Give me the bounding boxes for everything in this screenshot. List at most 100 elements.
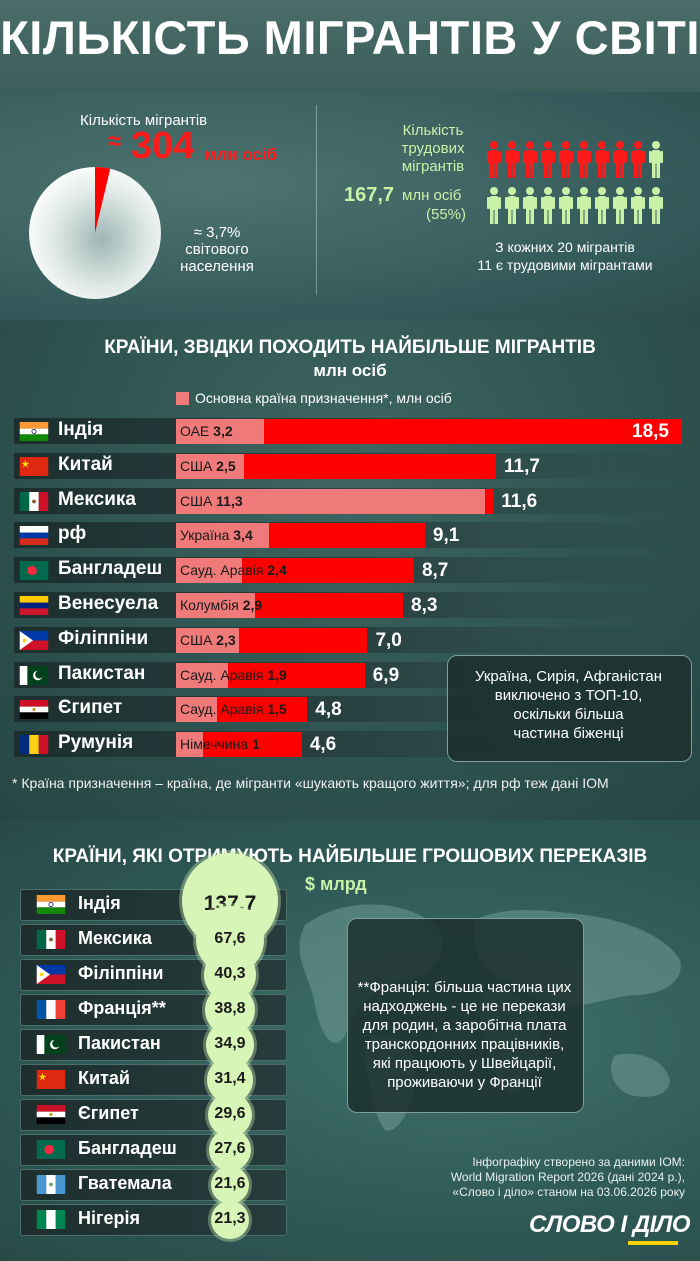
person-icon-labor <box>649 187 663 224</box>
destination-label: Німеччина 1 <box>180 736 260 752</box>
remit-country-label: Єгипет <box>78 1103 139 1123</box>
flag-icon <box>36 1000 66 1019</box>
migrants-value: 304 <box>131 125 195 167</box>
remit-note-line5: які працюють у Швейцарії, <box>372 1055 557 1072</box>
flag-icon <box>36 895 66 914</box>
migrants-approx: ≈ <box>108 128 122 155</box>
destination-label: Сауд. Аравія 1,5 <box>180 701 287 717</box>
person-icon-labor <box>595 187 609 224</box>
remit-title: КРАЇНИ, ЯКІ ОТРИМУЮТЬ НАЙБІЛЬШЕ ГРОШОВИХ… <box>52 846 648 867</box>
origin-country-label: Індія <box>58 419 104 440</box>
flag-icon <box>36 965 66 984</box>
flag-icon <box>19 561 49 580</box>
share-line2: світового <box>185 241 249 258</box>
remit-country-label: Нігерія <box>78 1208 141 1228</box>
remit-value-label: 34,9 <box>214 1035 246 1052</box>
person-icon-labor <box>541 187 555 224</box>
origin-country-label: рф <box>58 523 87 544</box>
source-note: Інфографіку створено за даними IOM: Worl… <box>380 1155 685 1200</box>
source-line1: Інфографіку створено за даними IOM: <box>472 1155 685 1169</box>
destination-label: Україна 3,4 <box>180 527 253 543</box>
flag-icon <box>36 1035 66 1054</box>
labor-label-line3: мігрантів <box>401 158 465 175</box>
origin-footnote: * Країна призначення – країна, де мігран… <box>12 775 609 791</box>
person-icon-labor <box>523 187 537 224</box>
remit-country-label: Франція** <box>78 998 166 1018</box>
share-percent: ≈ 3,7% <box>193 224 241 241</box>
destination-name: ОАЕ <box>180 423 214 439</box>
destination-label: Колумбія 2,9 <box>180 597 262 613</box>
destination-name: Україна <box>180 527 234 543</box>
labor-unit: млн осіб <box>402 187 462 204</box>
migrants-unit: млн осіб <box>204 145 278 164</box>
person-icon-labor <box>559 187 573 224</box>
person-icon-nonlabor <box>559 141 573 178</box>
destination-name: США <box>180 458 217 474</box>
labor-label: Кількість трудових мігрантів <box>380 122 486 176</box>
person-icon-labor <box>649 141 663 178</box>
origin-total-label: 8,7 <box>421 560 449 581</box>
destination-value: 1,5 <box>267 701 287 717</box>
origin-total-label: 8,3 <box>411 595 438 616</box>
origin-destination-bar <box>176 628 239 653</box>
person-icon-labor <box>487 187 501 224</box>
flag-icon <box>19 492 49 511</box>
origin-destination-bar <box>176 523 269 548</box>
origin-total-label: 6,9 <box>372 665 400 686</box>
person-icon-nonlabor <box>577 141 591 178</box>
logo: СЛОВО І ДІЛО <box>528 1211 691 1238</box>
origin-destination-bar <box>176 732 204 757</box>
labor-pct: (55%) <box>426 206 467 223</box>
person-icon-labor <box>613 187 627 224</box>
remit-country-label: Мексика <box>78 928 152 948</box>
origin-country-label: Філіппіни <box>58 628 149 649</box>
people-grid <box>487 141 663 224</box>
destination-value: 2,9 <box>242 597 263 613</box>
destination-value: 2,4 <box>267 562 287 578</box>
origin-destination-bar <box>176 558 242 583</box>
remit-bubble <box>208 1128 252 1172</box>
labor-note-line1: З кожних 20 мігрантів <box>495 239 635 255</box>
destination-name: США <box>180 632 217 648</box>
person-icon-nonlabor <box>487 141 501 178</box>
destination-name: Німеччина <box>180 736 252 752</box>
logo-underline <box>628 1241 678 1245</box>
origin-title: КРАЇНИ, ЗВІДКИ ПОХОДИТЬ НАЙБІЛЬШЕ МІГРАН… <box>104 337 596 358</box>
destination-label: США 2,3 <box>180 632 236 648</box>
destination-value: 1,9 <box>267 667 287 683</box>
origin-total-label: 11,6 <box>501 491 538 512</box>
flag-icon <box>19 422 49 441</box>
origin-note-line4: частина біженці <box>513 725 624 742</box>
person-icon-nonlabor <box>595 141 609 178</box>
destination-name: Колумбія <box>180 597 243 613</box>
person-icon-labor <box>577 187 591 224</box>
destination-name: Сауд. Аравія <box>180 562 268 578</box>
origin-destination-bar <box>176 663 228 688</box>
origin-total-label: 7,0 <box>375 630 402 651</box>
destination-name: Сауд. Аравія <box>180 667 268 683</box>
remit-value-label: 38,8 <box>214 1000 246 1017</box>
flag-icon <box>19 526 49 545</box>
remit-country-label: Гватемала <box>78 1173 172 1193</box>
labor-value: 167,7 <box>344 184 395 206</box>
flag-icon <box>19 631 49 650</box>
destination-value: 1 <box>251 736 260 752</box>
divider <box>316 105 317 295</box>
origin-country-label: Єгипет <box>58 697 123 718</box>
origin-note-line1: Україна, Сирія, Афганістан <box>474 668 663 685</box>
flag-icon <box>36 1175 66 1194</box>
flag-icon <box>36 1210 66 1229</box>
origin-destination-bar <box>176 419 264 444</box>
person-icon-labor <box>631 187 645 224</box>
labor-note: З кожних 20 мігрантів 11 є трудовими міг… <box>440 238 690 274</box>
remit-subtitle: $ млрд <box>305 874 367 894</box>
destination-value: 3,2 <box>213 423 233 439</box>
origin-destination-bar <box>176 489 486 514</box>
remit-country-label: Бангладеш <box>78 1138 177 1158</box>
flag-icon <box>19 666 49 685</box>
remit-country-label: Китай <box>78 1068 130 1088</box>
destination-label: США 2,5 <box>180 458 236 474</box>
origin-note-line2: виключено з ТОП-10, <box>494 687 643 704</box>
remit-value-label: 67,6 <box>214 930 246 947</box>
flag-icon <box>19 596 49 615</box>
